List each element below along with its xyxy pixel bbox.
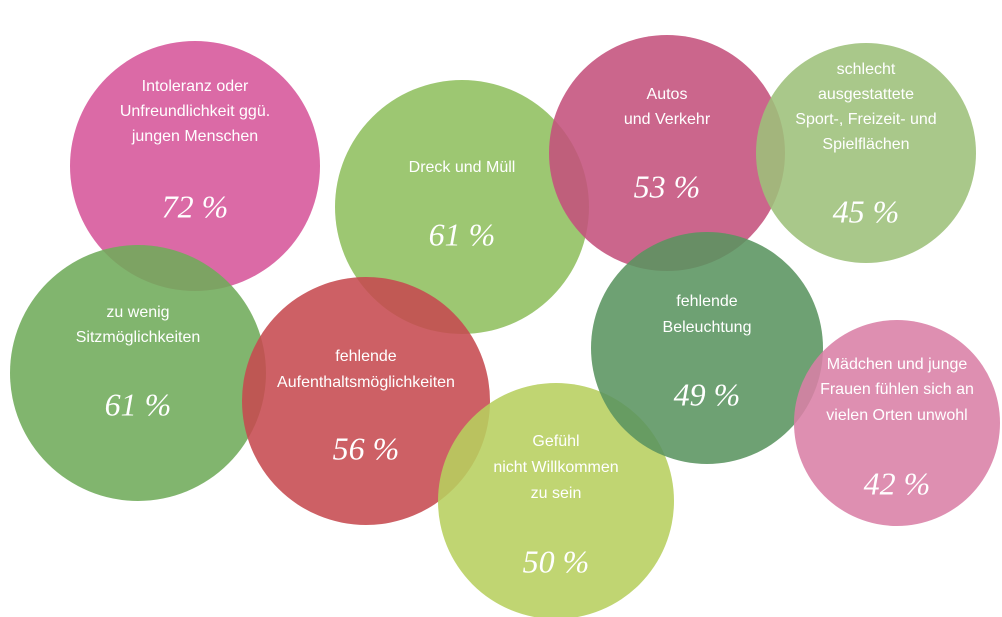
bubble-label: Gefühl (532, 433, 579, 450)
bubble (10, 245, 266, 501)
bubble-value: 49 % (674, 376, 741, 412)
bubble-label: Sitzmöglichkeiten (76, 329, 201, 346)
bubble-label: Dreck und Müll (409, 159, 516, 176)
bubble-label: zu sein (531, 485, 582, 502)
bubble (438, 383, 674, 617)
bubble (549, 35, 785, 271)
bubble (756, 43, 976, 263)
bubble-value: 72 % (162, 188, 229, 224)
bubble-value: 50 % (523, 543, 590, 579)
bubble (242, 277, 490, 525)
bubble-value: 56 % (333, 430, 400, 466)
bubble-label: Aufenthaltsmöglichkeiten (277, 374, 455, 391)
bubble-value: 61 % (105, 386, 172, 422)
bubble-value: 45 % (833, 193, 900, 229)
bubble-label: Mädchen und junge (827, 356, 968, 373)
bubble-label: fehlende (676, 293, 737, 310)
bubble-label: Unfreundlichkeit ggü. (120, 103, 270, 120)
bubble-label: schlecht (837, 61, 896, 78)
bubble-label: jungen Menschen (131, 128, 258, 145)
bubble (591, 232, 823, 464)
bubble-label: Autos (647, 86, 688, 103)
bubble-value: 53 % (634, 168, 701, 204)
bubble-label: fehlende (335, 348, 396, 365)
bubble-value: 42 % (864, 465, 931, 501)
bubble-label: Frauen fühlen sich an (820, 381, 974, 398)
bubble (335, 80, 589, 334)
bubble-label: Beleuchtung (663, 319, 752, 336)
bubble-label: Intoleranz oder (142, 78, 249, 95)
bubble (70, 41, 320, 291)
bubble-label: und Verkehr (624, 111, 711, 128)
bubble (794, 320, 1000, 526)
bubble-label: vielen Orten unwohl (826, 407, 967, 424)
bubble-label: ausgestattete (818, 86, 914, 103)
bubble-value: 61 % (429, 216, 496, 252)
bubble-label: Spielflächen (822, 136, 909, 153)
bubble-label: zu wenig (106, 304, 169, 321)
bubble-label: Sport-, Freizeit- und (795, 111, 936, 128)
bubble-label: nicht Willkommen (493, 459, 618, 476)
